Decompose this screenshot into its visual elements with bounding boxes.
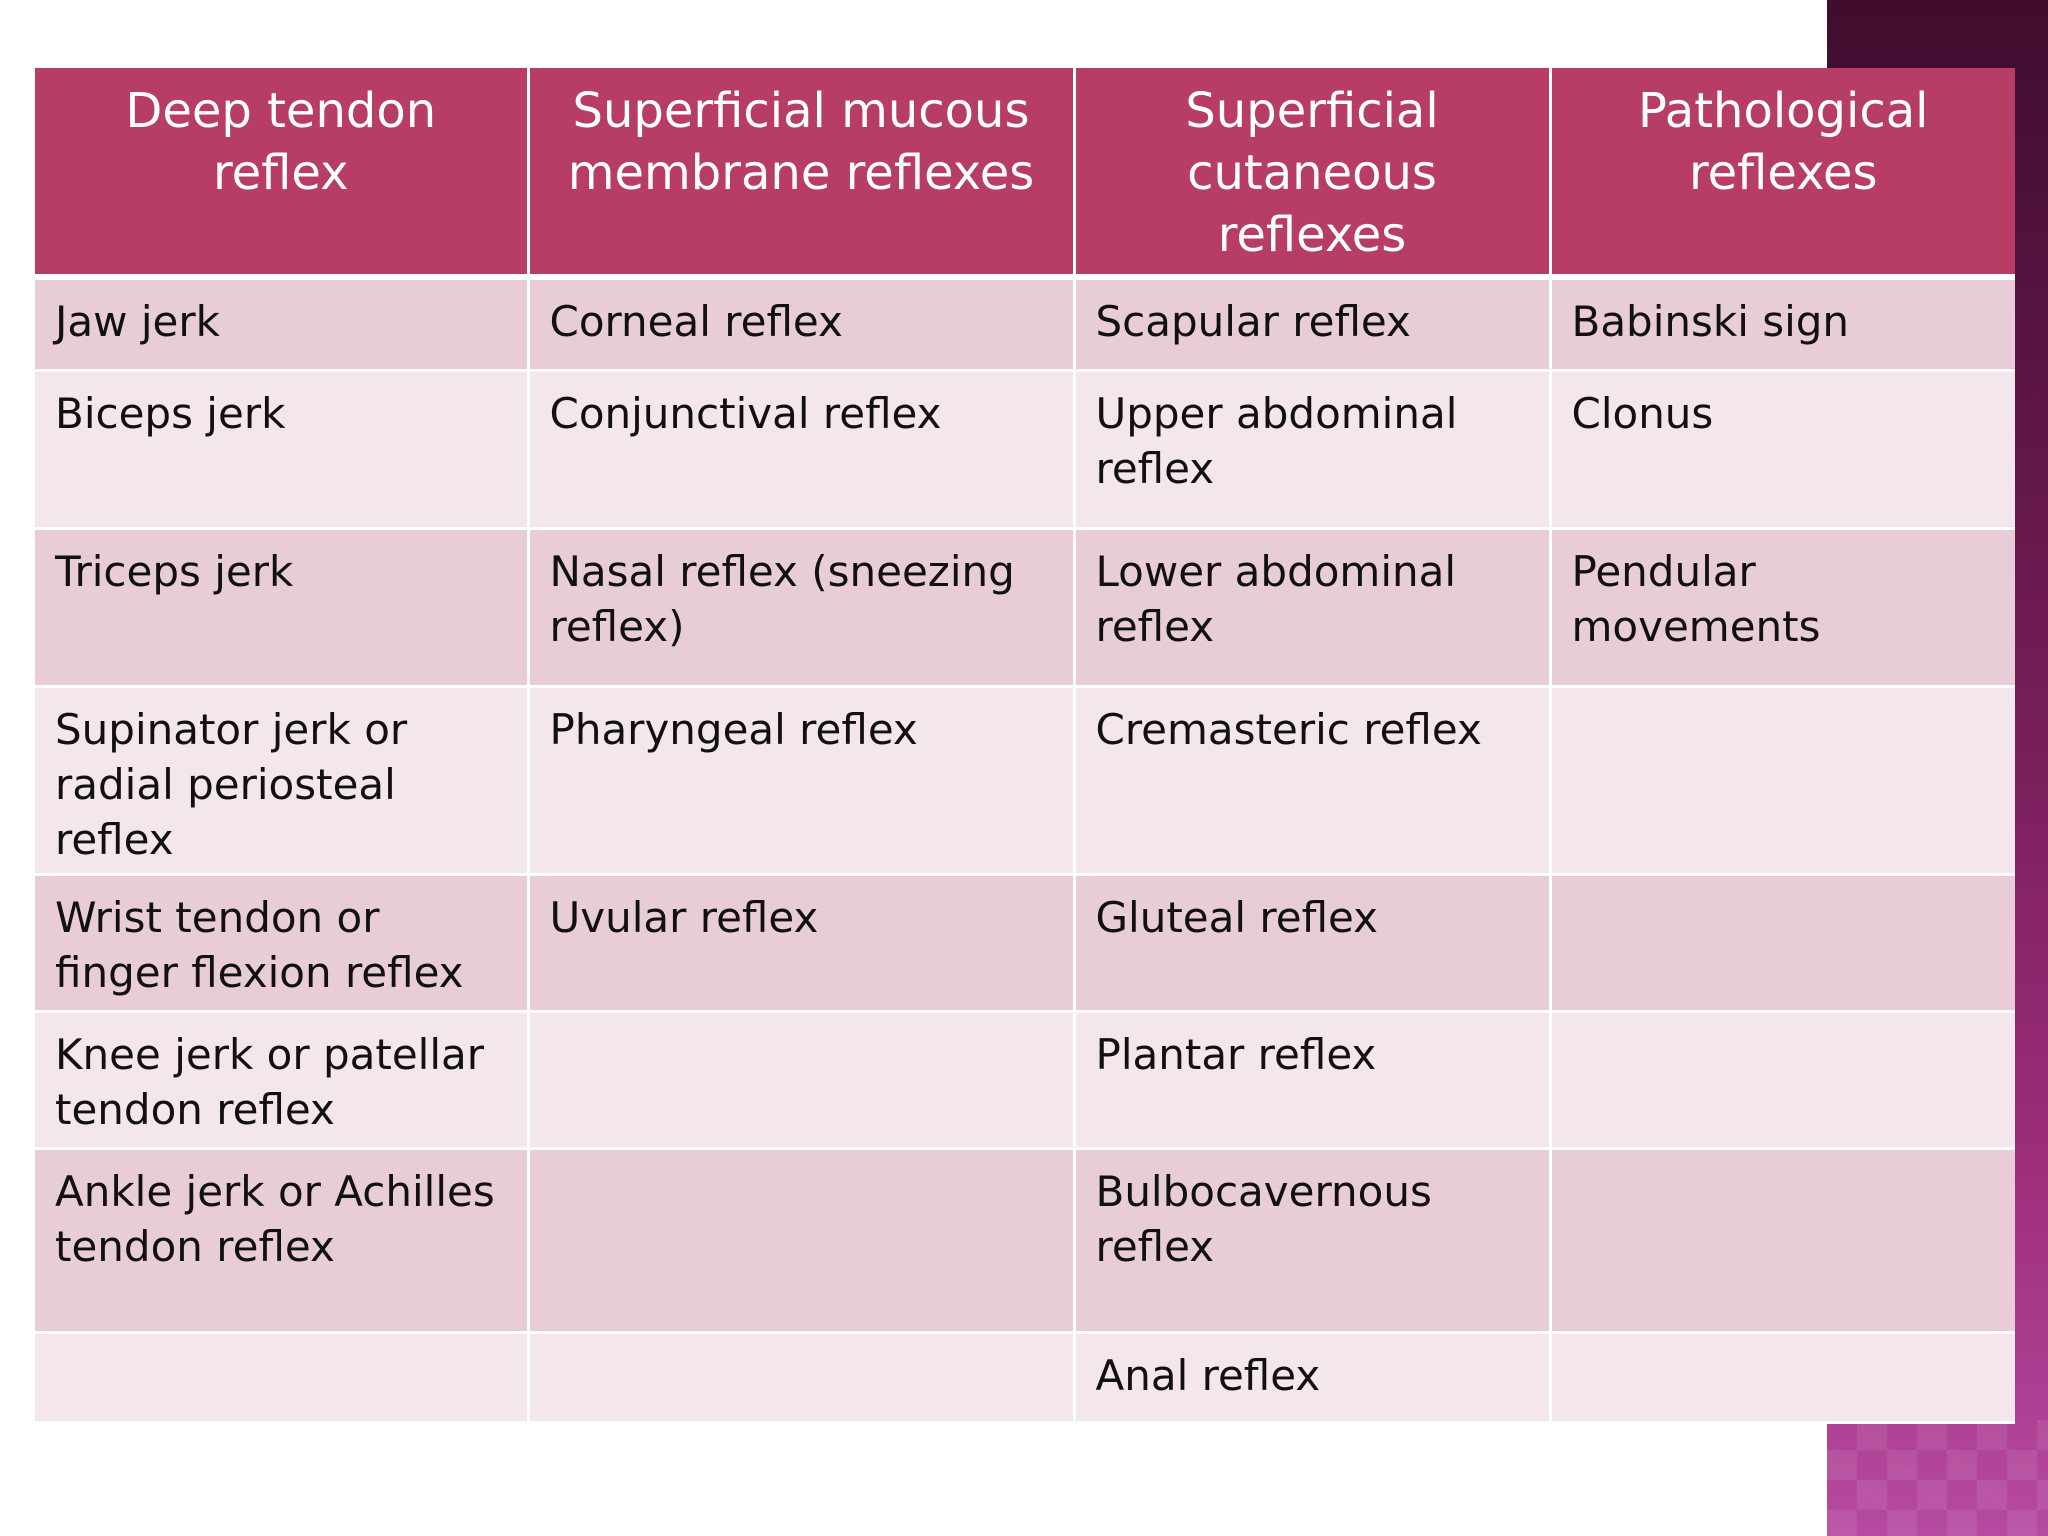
table-cell xyxy=(528,1332,1076,1424)
header-superficial-cutaneous: Superficial cutaneous reflexes xyxy=(1074,68,1552,280)
table-row: Supinator jerk or radial periosteal refl… xyxy=(35,686,2015,876)
table-cell: Cremasteric reflex xyxy=(1074,686,1552,876)
table-cell: Ankle jerk or Achilles tendon reflex xyxy=(35,1148,530,1334)
table-cell: Scapular reflex xyxy=(1074,277,1552,372)
table-cell: Clonus xyxy=(1550,370,2015,530)
table-cell: Pendular movements xyxy=(1550,528,2015,688)
table-cell xyxy=(528,1011,1076,1150)
header-pathological: Pathological reflexes xyxy=(1550,68,2015,280)
table-cell: Uvular reflex xyxy=(528,874,1076,1013)
table-cell: Babinski sign xyxy=(1550,277,2015,372)
table-row: Jaw jerk Corneal reflex Scapular reflex … xyxy=(35,277,2015,372)
table-cell xyxy=(1550,1011,2015,1150)
table-cell: Knee jerk or patellar tendon reflex xyxy=(35,1011,530,1150)
table-cell: Supinator jerk or radial periosteal refl… xyxy=(35,686,530,876)
table-cell: Gluteal reflex xyxy=(1074,874,1552,1013)
table-row: Knee jerk or patellar tendon reflex Plan… xyxy=(35,1011,2015,1150)
table-cell: Conjunctival reflex xyxy=(528,370,1076,530)
table-cell: Bulbocavernous reflex xyxy=(1074,1148,1552,1334)
table-cell: Nasal reflex (sneezing reflex) xyxy=(528,528,1076,688)
header-superficial-mucous: Superficial mucous membrane reflexes xyxy=(528,68,1076,280)
table-row: Wrist tendon or finger flexion reflex Uv… xyxy=(35,874,2015,1013)
table-cell: Biceps jerk xyxy=(35,370,530,530)
table-cell: Anal reflex xyxy=(1074,1332,1552,1424)
table-row: Biceps jerk Conjunctival reflex Upper ab… xyxy=(35,370,2015,530)
header-deep-tendon: Deep tendon reflex xyxy=(35,68,530,280)
table-row: Triceps jerk Nasal reflex (sneezing refl… xyxy=(35,528,2015,688)
table-cell: Corneal reflex xyxy=(528,277,1076,372)
table-header-row: Deep tendon reflex Superficial mucous me… xyxy=(35,68,2015,280)
decorative-diamond-pattern xyxy=(1827,1420,2048,1536)
table-cell xyxy=(1550,1332,2015,1424)
table-cell xyxy=(1550,874,2015,1013)
reflex-table: Deep tendon reflex Superficial mucous me… xyxy=(35,68,2015,1424)
table-row: Ankle jerk or Achilles tendon reflex Bul… xyxy=(35,1148,2015,1334)
table-cell: Lower abdominal reflex xyxy=(1074,528,1552,688)
table-cell xyxy=(35,1332,530,1424)
table-cell xyxy=(1550,1148,2015,1334)
table-cell: Jaw jerk xyxy=(35,277,530,372)
reflex-table-container: Deep tendon reflex Superficial mucous me… xyxy=(35,68,2015,1424)
table-cell: Wrist tendon or finger flexion reflex xyxy=(35,874,530,1013)
table-cell: Upper abdominal reflex xyxy=(1074,370,1552,530)
table-cell: Pharyngeal reflex xyxy=(528,686,1076,876)
table-cell xyxy=(528,1148,1076,1334)
table-cell: Triceps jerk xyxy=(35,528,530,688)
table-row: Anal reflex xyxy=(35,1332,2015,1424)
table-cell xyxy=(1550,686,2015,876)
table-cell: Plantar reflex xyxy=(1074,1011,1552,1150)
